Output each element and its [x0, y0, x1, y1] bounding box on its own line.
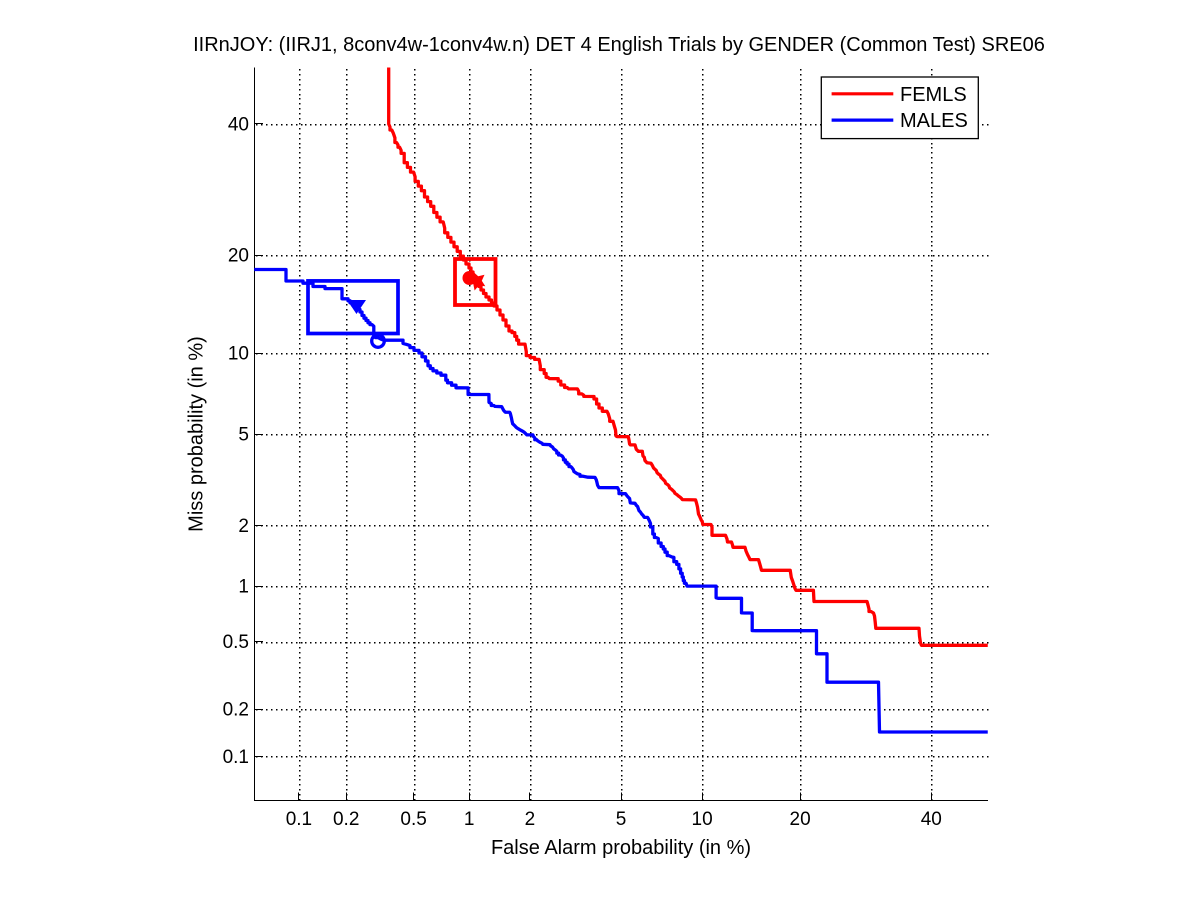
svg-text:IIRnJOY: (IIRJ1, 8conv4w-1conv: IIRnJOY: (IIRJ1, 8conv4w-1conv4w.n) DET … [193, 34, 1045, 56]
svg-text:False Alarm probability (in %): False Alarm probability (in %) [491, 837, 751, 859]
svg-text:5: 5 [616, 809, 627, 830]
svg-text:0.1: 0.1 [223, 747, 249, 768]
svg-text:40: 40 [921, 809, 942, 830]
svg-text:0.2: 0.2 [333, 809, 359, 830]
svg-text:MALES: MALES [900, 110, 968, 132]
svg-text:2: 2 [238, 516, 249, 537]
svg-text:Miss probability (in %): Miss probability (in %) [186, 336, 208, 532]
svg-text:10: 10 [692, 809, 713, 830]
svg-text:40: 40 [228, 115, 249, 136]
svg-text:20: 20 [790, 809, 811, 830]
svg-text:1: 1 [464, 809, 475, 830]
svg-text:0.5: 0.5 [400, 809, 426, 830]
svg-text:FEMLS: FEMLS [900, 84, 967, 106]
svg-text:0.2: 0.2 [223, 700, 249, 721]
svg-text:1: 1 [238, 577, 249, 598]
svg-text:0.5: 0.5 [223, 632, 249, 653]
svg-text:5: 5 [238, 425, 249, 446]
svg-text:0.1: 0.1 [286, 809, 312, 830]
svg-text:2: 2 [525, 809, 536, 830]
svg-text:20: 20 [228, 246, 249, 267]
svg-text:10: 10 [228, 344, 249, 365]
